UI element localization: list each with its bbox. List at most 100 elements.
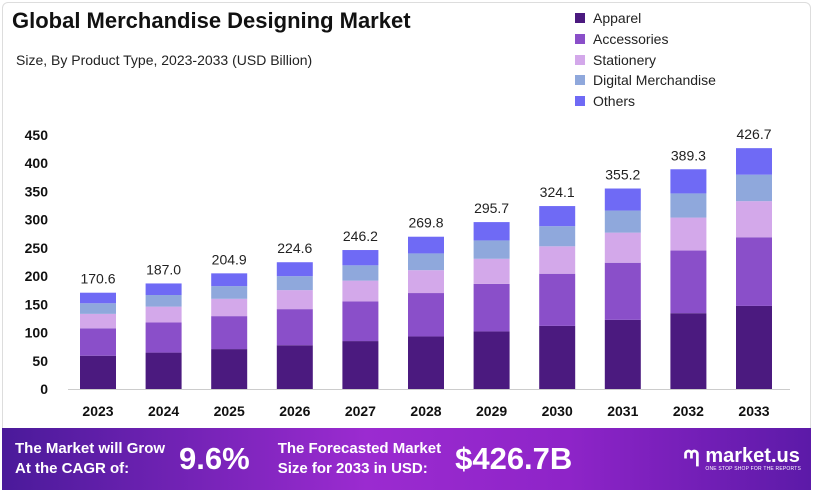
bar-segment-apparel (539, 325, 576, 389)
bar-segment-apparel (342, 341, 379, 389)
legend: Apparel Accessories Stationery Digital Merc… (575, 8, 716, 111)
x-tick-label: 2025 (214, 403, 245, 419)
x-tick-label: 2031 (607, 403, 638, 419)
total-label: 269.8 (408, 215, 443, 231)
cagr-label-line1: The Market will Grow (15, 440, 166, 457)
forecast-label-line2: Size for 2033 in USD: (277, 460, 428, 477)
bar-segment-stationery (145, 306, 182, 323)
bar-segment-accessories (670, 250, 707, 314)
bar-segment-others (473, 222, 510, 241)
y-tick-label: 200 (25, 268, 49, 284)
total-label: 224.6 (277, 240, 312, 256)
bar-segment-others (145, 283, 182, 296)
bar-segment-stationery (408, 270, 444, 294)
x-tick-label: 2023 (82, 403, 113, 419)
cagr-label-line2: At the CAGR of: (15, 460, 130, 477)
chart-subtitle: Size, By Product Type, 2023-2033 (USD Bi… (16, 52, 313, 68)
legend-item: Apparel (575, 8, 716, 29)
x-tick-label: 2030 (542, 403, 573, 419)
bar-segment-apparel (604, 319, 641, 389)
legend-swatch (575, 34, 585, 45)
forecast-value: $426.7B (455, 441, 573, 476)
bar-segment-digital-merchandise (473, 240, 510, 259)
y-tick-label: 0 (40, 381, 48, 397)
bar-segment-apparel (408, 336, 444, 389)
bar-segment-apparel (80, 355, 116, 389)
bar-segment-stationery (670, 217, 707, 251)
bar-segment-stationery (211, 298, 248, 317)
legend-item: Stationery (575, 49, 716, 70)
total-label: 246.2 (343, 228, 378, 244)
logo-icon: ᘉ (683, 446, 700, 471)
total-label: 426.7 (736, 126, 771, 142)
total-label: 187.0 (146, 261, 181, 277)
bar-segment-accessories (736, 237, 772, 306)
bar-segment-apparel (145, 352, 182, 389)
x-tick-label: 2032 (673, 403, 704, 419)
total-label: 295.7 (474, 200, 509, 216)
legend-label: Stationery (593, 51, 657, 68)
brand-tagline: ONE STOP SHOP FOR THE REPORTS (705, 466, 801, 472)
legend-swatch (575, 54, 585, 65)
bar-segment-digital-merchandise (276, 276, 313, 291)
legend-label: Accessories (593, 31, 669, 48)
bar-segment-others (342, 250, 379, 266)
x-tick-label: 2026 (279, 403, 310, 419)
bar-segment-digital-merchandise (145, 295, 182, 307)
cagr-label: The Market will Grow At the CAGR of: (15, 439, 165, 479)
bar-segment-apparel (736, 305, 772, 389)
y-tick-label: 250 (25, 240, 49, 256)
bar-segment-digital-merchandise (408, 253, 444, 271)
bar-segment-digital-merchandise (670, 193, 707, 218)
stacked-bar-chart: 0 50 100 150 200 250 300 350 400 450 170.6 2023 187.… (25, 126, 790, 419)
bar-segment-digital-merchandise (80, 303, 116, 314)
bar-segment-accessories (539, 273, 576, 326)
bar-segment-others (604, 188, 641, 211)
bar-segment-apparel (276, 345, 313, 389)
bar-segment-accessories (145, 322, 182, 353)
bar-segment-accessories (211, 316, 248, 350)
y-tick-label: 150 (25, 296, 49, 312)
bar-segment-digital-merchandise (211, 286, 248, 299)
legend-item: Digital Merchandise (575, 70, 716, 91)
bar-segment-stationery (473, 258, 510, 284)
bar-segment-accessories (80, 328, 116, 356)
legend-label: Apparel (593, 10, 642, 27)
bar-segment-digital-merchandise (539, 226, 576, 247)
total-label: 389.3 (671, 147, 706, 163)
bar-segment-digital-merchandise (342, 265, 379, 281)
total-label: 355.2 (605, 167, 640, 183)
legend-label: Others (593, 93, 636, 110)
bar-segment-stationery (342, 280, 379, 302)
total-label: 170.6 (80, 271, 115, 287)
bar-segment-stationery (539, 246, 576, 274)
bar-segment-stationery (604, 232, 641, 263)
bar-segment-others (211, 273, 248, 287)
bar-segment-apparel (211, 349, 248, 389)
x-tick-label: 2029 (476, 403, 507, 419)
y-tick-label: 450 (25, 127, 49, 143)
x-tick-label: 2024 (148, 403, 179, 419)
bar-segment-accessories (473, 283, 510, 332)
y-tick-label: 50 (32, 353, 48, 369)
bar-segment-accessories (342, 301, 379, 342)
footer-banner: The Market will Grow At the CAGR of: 9.6%… (2, 428, 811, 490)
x-tick-label: 2027 (345, 403, 376, 419)
total-label: 204.9 (212, 251, 247, 267)
bar-segment-apparel (473, 331, 510, 389)
legend-swatch (575, 96, 585, 107)
bar-segment-digital-merchandise (736, 174, 772, 202)
brand-name: market.us (705, 445, 800, 467)
bar-segment-others (736, 148, 772, 175)
bar-segment-stationery (276, 290, 313, 310)
bar-segment-others (539, 206, 576, 227)
bar-segment-others (670, 169, 707, 194)
bar-segment-stationery (736, 201, 772, 238)
y-tick-label: 350 (25, 183, 49, 199)
forecast-label: The Forecasted Market Size for 2033 in US… (278, 439, 441, 479)
legend-label: Digital Merchandise (593, 72, 716, 89)
legend-item: Accessories (575, 29, 716, 50)
brand-logo: ᘉ market.us ONE STOP SHOP FOR THE REPORTS (683, 446, 801, 472)
y-tick-label: 100 (25, 325, 49, 341)
y-tick-label: 400 (25, 155, 49, 171)
